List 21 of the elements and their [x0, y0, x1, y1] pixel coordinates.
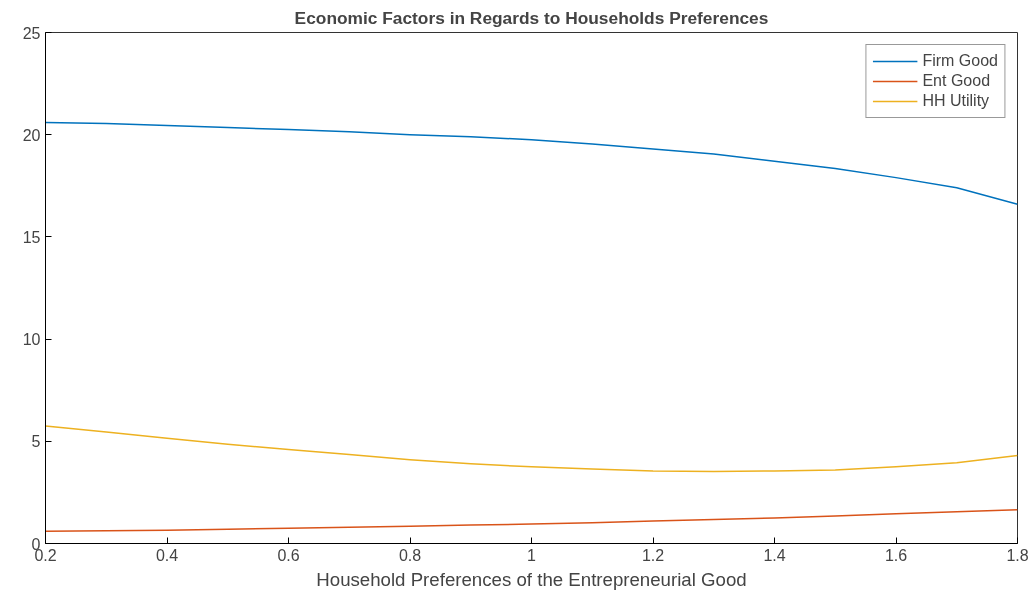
x-tick-label: 1.4	[763, 546, 786, 564]
y-tick-label: 20	[22, 126, 41, 144]
y-tick-label: 5	[31, 433, 41, 451]
x-tick-label: 0.6	[277, 546, 300, 564]
x-tick-label: 1	[527, 546, 537, 564]
x-tick-label: 1.2	[641, 546, 665, 564]
line-series	[45, 121, 1018, 205]
y-tick-label: 25	[22, 24, 41, 42]
x-tick-label: 1.6	[884, 546, 908, 564]
legend-label: HH Utility	[922, 92, 990, 110]
line-series	[45, 509, 1018, 532]
y-tick-label: 15	[22, 228, 41, 246]
x-tick-label: 0.8	[398, 546, 422, 564]
line-series	[45, 425, 1018, 473]
chart-title: Economic Factors in Regards to Households Preferences	[294, 7, 769, 28]
legend-label: Firm Good	[922, 52, 998, 70]
y-tick-label: 10	[22, 331, 41, 349]
legend-label: Ent Good	[922, 72, 991, 90]
x-tick-label: 1.8	[1006, 546, 1029, 564]
x-tick-label: 0.4	[155, 546, 179, 564]
x-axis-title: Household Preferences of the Entrepreneurial Good	[316, 568, 747, 590]
